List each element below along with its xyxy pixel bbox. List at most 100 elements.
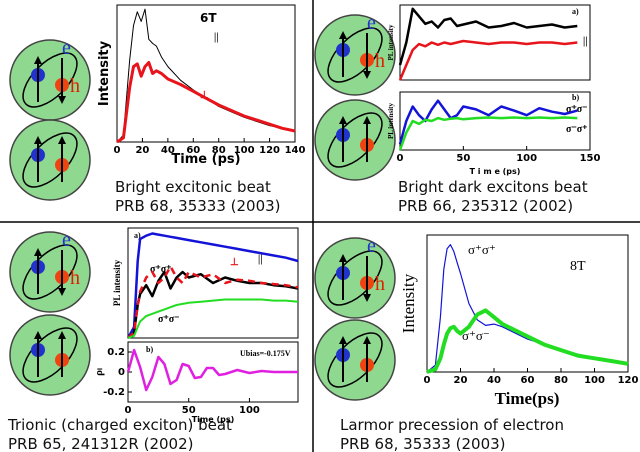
arrow-head [339, 336, 347, 344]
plot-frame [426, 234, 629, 373]
arrow-head [34, 56, 42, 64]
plot-frame [399, 91, 591, 151]
caption: Bright dark excitons beat [398, 178, 588, 196]
y-tick-label: -0.2 [103, 387, 125, 398]
x-tick-label: 60 [521, 375, 535, 386]
spin-diagram [314, 319, 396, 401]
arrow-head [363, 116, 371, 124]
arrow-head [34, 248, 42, 256]
arrow-head [363, 294, 371, 302]
series-line [127, 265, 299, 339]
annotation: a) [572, 7, 579, 16]
series-line [398, 99, 578, 145]
caption: PRB 66, 235312 (2002) [398, 197, 573, 215]
series-label: || [214, 32, 218, 43]
arrow-head [339, 116, 347, 124]
dot-circle [9, 119, 91, 201]
hole-label: h [375, 50, 385, 72]
spin-diagram [9, 119, 91, 201]
x-tick-label: 20 [135, 145, 149, 156]
x-tick-label: 0 [397, 153, 404, 164]
electron-label: e [367, 12, 376, 34]
x-axis-label: Time (ps) [192, 415, 235, 424]
x-axis-label: Time (ps) [171, 152, 240, 167]
annotation: Ubias=-0.175V [240, 349, 291, 358]
annotation: 6T [200, 11, 217, 25]
series-line [126, 348, 298, 392]
caption: Larmor precession of electron [340, 416, 564, 434]
x-tick-label: 120 [618, 375, 639, 386]
arrow-head [34, 331, 42, 339]
series-label: ⊥ [200, 90, 209, 101]
series-line [116, 8, 296, 143]
annotation: 8T [570, 259, 586, 274]
annotation: a) [134, 231, 141, 240]
y-axis-label: Intensity [97, 40, 112, 106]
series-line [126, 232, 299, 339]
spin-diagram: eh [9, 229, 91, 313]
dot-circle [314, 237, 396, 319]
y-tick-label: 0 [118, 367, 125, 378]
caption: Trionic (charged exciton) beat [7, 416, 232, 434]
x-tick-label: 50 [182, 405, 196, 416]
y-axis-label: PL intensity [387, 24, 395, 60]
plot-frame [116, 4, 296, 143]
electron-label: e [367, 235, 376, 257]
series-label: || [258, 254, 262, 265]
arrow-head [58, 96, 66, 104]
plot-frame [127, 227, 299, 339]
caption: Bright excitonic beat [115, 178, 271, 196]
caption: PRB 68, 35333 (2003) [340, 435, 506, 452]
arrow-head [34, 136, 42, 144]
y-axis-label: PL intensity [387, 103, 395, 139]
series-line [116, 61, 296, 144]
x-tick-label: 100 [234, 145, 255, 156]
y-axis-label: ρₗ [93, 368, 105, 376]
spin-diagram: eh [314, 12, 396, 96]
plot-frame [399, 4, 591, 81]
series-label: σ⁺σ⁻ [462, 328, 490, 343]
series-line [426, 244, 629, 373]
electron-label: e [62, 229, 71, 251]
hole-label: h [70, 267, 80, 289]
series-label: σ⁺σ⁺ [468, 242, 496, 257]
x-tick-label: 50 [456, 153, 470, 164]
x-tick-label: 0 [125, 405, 132, 416]
y-tick-label: 0.2 [107, 347, 125, 358]
hole-label: h [70, 75, 80, 97]
dot-circle [314, 319, 396, 401]
series-line [398, 39, 578, 81]
x-tick-label: 20 [454, 375, 468, 386]
spin-diagram [314, 99, 396, 181]
x-tick-label: 60 [186, 145, 200, 156]
arrow-head [58, 288, 66, 296]
electron-label: e [62, 37, 71, 59]
dot-circle [314, 14, 396, 96]
x-tick-label: 40 [161, 145, 175, 156]
y-axis-label: PL intensity [112, 259, 122, 306]
x-tick-label: 0 [114, 145, 121, 156]
caption: PRB 65, 241312R (2002) [8, 435, 193, 452]
spin-diagram: eh [9, 37, 91, 121]
series-line [127, 270, 299, 339]
dot-circle [314, 99, 396, 181]
series-line [398, 7, 578, 66]
spin-diagram: eh [314, 235, 396, 319]
x-axis-label: T i m e (ps) [470, 167, 521, 176]
x-tick-label: 150 [580, 153, 601, 164]
x-axis-label: Time(ps) [495, 389, 560, 408]
x-tick-label: 100 [584, 375, 605, 386]
x-tick-label: 80 [554, 375, 568, 386]
annotation: b) [146, 345, 153, 354]
dot-circle [9, 231, 91, 313]
arrow-head [339, 31, 347, 39]
caption: PRB 68, 35333 (2003) [115, 197, 281, 215]
series-label: || [583, 36, 587, 47]
arrow-head [363, 71, 371, 79]
annotation: b) [572, 93, 579, 102]
spin-diagram [9, 314, 91, 396]
x-tick-label: 0 [424, 375, 431, 386]
series-label: σ⁺σ⁻ [566, 104, 587, 115]
series-label: σ⁺σ⁻ [158, 314, 179, 325]
arrow-head [58, 136, 66, 144]
